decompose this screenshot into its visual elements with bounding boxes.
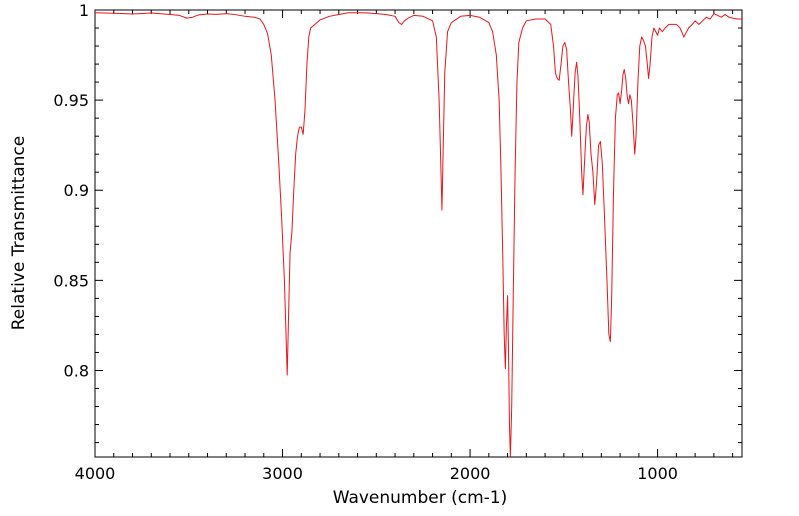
x-axis-title: Wavenumber (cm-1)	[333, 488, 508, 508]
y-tick-label: 0.9	[64, 181, 89, 200]
y-axis-title: Relative Transmittance	[9, 136, 29, 331]
x-tick-label: 4000	[75, 464, 116, 483]
plot-frame	[94, 9, 743, 458]
plot-group: 4000 3000 2000 1000 0.8 0.85 0.9 0.95 1	[53, 1, 743, 483]
y-tick-label: 0.95	[53, 91, 89, 110]
spectrum-line	[95, 12, 742, 457]
x-tick-label: 3000	[262, 464, 303, 483]
x-tick-label: 1000	[637, 464, 678, 483]
x-tick-label: 2000	[450, 464, 491, 483]
y-tick-label: 0.8	[64, 361, 89, 380]
y-tick-label: 1	[79, 1, 89, 20]
y-tick-label: 0.85	[53, 271, 89, 290]
